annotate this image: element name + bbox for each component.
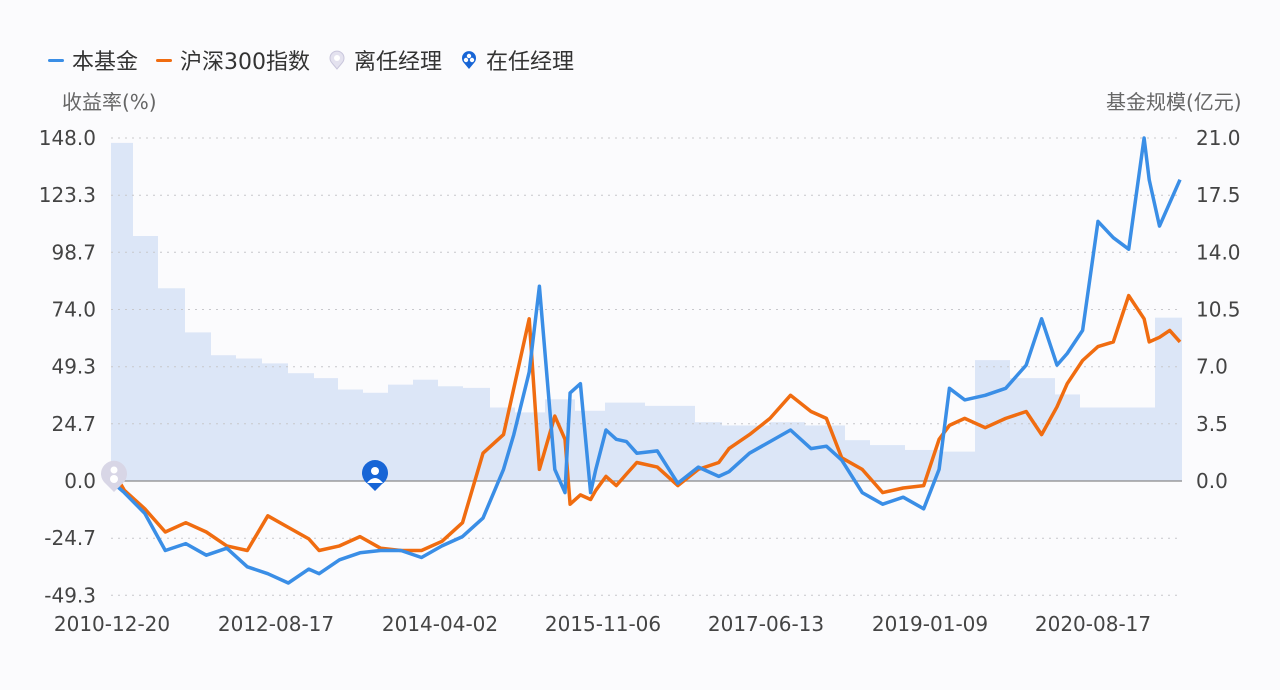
left-tick-label: -24.7 (44, 526, 96, 550)
legend-fund[interactable]: 本基金 (48, 44, 138, 76)
right-tick-label: 21.0 (1196, 126, 1241, 150)
current-manager-pin-icon (462, 51, 477, 69)
fund-return-line (109, 136, 1182, 585)
fund-size-bar (111, 142, 133, 481)
fund-size-bar (236, 358, 262, 481)
legend-csi300-label: 沪深300指数 (180, 50, 311, 75)
x-tick-label: 2020-08-17 (1035, 612, 1151, 636)
left-axis-title: 收益率(%) (62, 90, 157, 114)
left-tick-label: 148.0 (39, 126, 96, 150)
csi300-line-swatch (156, 58, 173, 62)
fund-size-bar (1155, 317, 1182, 481)
former-manager-marker-icon (101, 460, 127, 492)
x-tick-label: 2012-08-17 (218, 612, 334, 636)
right-tick-label: 7.0 (1196, 355, 1228, 379)
fund-size-bar (438, 386, 463, 481)
fund-size-bar (185, 332, 211, 481)
fund-size-bars (111, 142, 1182, 481)
return-lines (109, 136, 1182, 585)
legend-former-manager[interactable]: 离任经理 (328, 44, 442, 76)
right-tick-label: 0.0 (1196, 469, 1228, 493)
chart-legend: 本基金 沪深300指数 离任经理 在任经理 (48, 44, 574, 76)
fund-size-bar (388, 384, 413, 481)
legend-csi300[interactable]: 沪深300指数 (156, 44, 310, 76)
fund-size-bar (211, 355, 236, 481)
left-tick-label: 24.7 (51, 412, 96, 436)
left-tick-label: 98.7 (51, 240, 96, 264)
fund-line-swatch (48, 58, 64, 62)
manager-markers (101, 460, 388, 492)
left-tick-label: 49.3 (51, 355, 96, 379)
left-tick-label: 123.3 (39, 183, 96, 207)
fund-size-bar (413, 379, 438, 481)
legend-current-manager[interactable]: 在任经理 (460, 44, 574, 76)
fund-size-bar (338, 389, 363, 481)
x-axis-ticks: 2010-12-20 2012-08-17 2014-04-02 2015-11-06… (54, 612, 1151, 636)
x-tick-label: 2014-04-02 (382, 612, 498, 636)
fund-size-bar (1010, 378, 1055, 481)
x-tick-label: 2010-12-20 (54, 612, 170, 636)
fund-size-bar (870, 445, 905, 481)
fund-size-bar (463, 387, 490, 481)
legend-former-manager-label: 离任经理 (354, 50, 443, 75)
legend-current-manager-label: 在任经理 (486, 50, 575, 75)
x-tick-label: 2019-01-09 (872, 612, 988, 636)
csi300-return-line (109, 293, 1182, 553)
right-tick-label: 10.5 (1196, 298, 1241, 322)
fund-size-bar (314, 378, 338, 481)
left-tick-label: 74.0 (51, 298, 96, 322)
right-axis-title: 基金规模(亿元) (1106, 90, 1242, 114)
former-manager-pin-icon (329, 50, 345, 70)
fund-size-bar (288, 373, 314, 481)
x-tick-label: 2017-06-13 (708, 612, 824, 636)
gridlines (111, 137, 1182, 596)
fund-size-bar (262, 363, 288, 481)
fund-size-bar (158, 288, 185, 481)
fund-size-bar (940, 451, 975, 481)
fund-size-bar (1080, 407, 1155, 481)
left-tick-label: -49.3 (44, 583, 96, 607)
x-tick-label: 2015-11-06 (545, 612, 661, 636)
legend-fund-label: 本基金 (72, 50, 139, 75)
left-axis-ticks: 148.0 123.3 98.7 74.0 49.3 24.7 0.0 -24.7 -49.3 (39, 126, 96, 607)
fund-size-bar (1055, 394, 1080, 481)
right-tick-label: 17.5 (1196, 183, 1241, 207)
right-tick-label: 3.5 (1196, 412, 1228, 436)
left-tick-label: 0.0 (64, 469, 96, 493)
right-tick-label: 14.0 (1196, 240, 1241, 264)
right-axis-ticks: 21.0 17.5 14.0 10.5 7.0 3.5 0.0 (1196, 126, 1241, 493)
current-manager-marker-icon (362, 460, 388, 491)
fund-size-bar (133, 236, 158, 481)
